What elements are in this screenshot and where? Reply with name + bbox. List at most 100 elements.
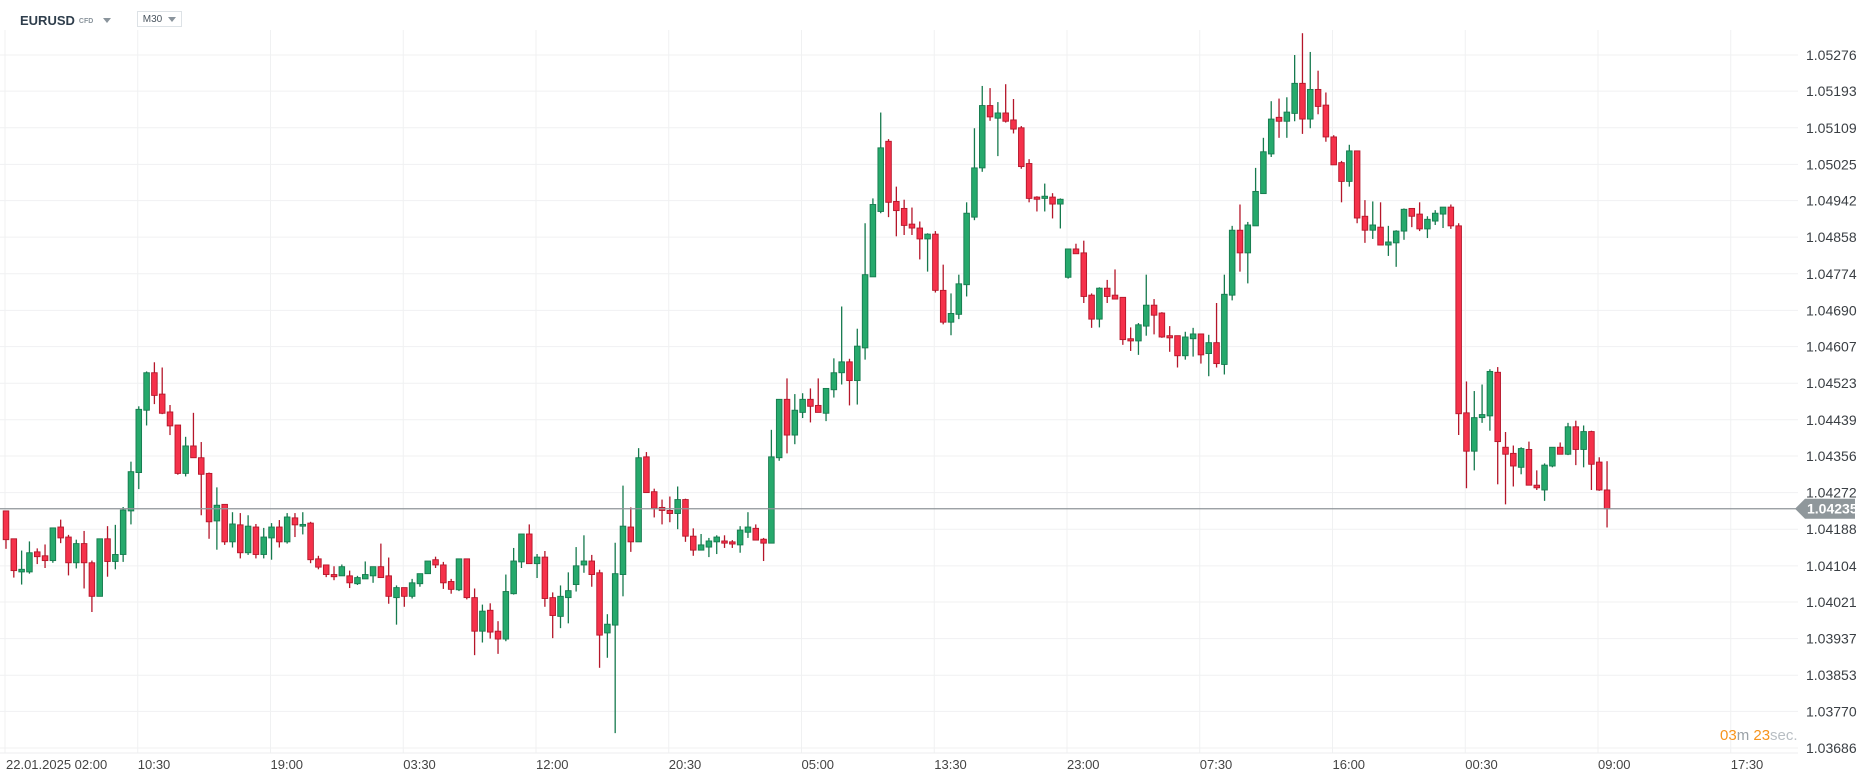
candle bbox=[854, 328, 861, 405]
candle bbox=[729, 540, 736, 548]
candle bbox=[471, 588, 478, 656]
candle bbox=[479, 604, 486, 643]
candle bbox=[932, 231, 939, 293]
candle-body bbox=[369, 566, 377, 577]
price-tick-label: 1.04021 bbox=[1806, 594, 1857, 610]
candle-body bbox=[440, 564, 447, 584]
candle-body bbox=[1103, 287, 1111, 297]
candle bbox=[80, 530, 88, 589]
candle bbox=[1189, 327, 1197, 357]
candle-body bbox=[166, 411, 174, 427]
candle bbox=[1353, 150, 1361, 224]
chevron-down-icon[interactable] bbox=[103, 17, 112, 23]
candle bbox=[893, 186, 900, 237]
candle bbox=[190, 412, 197, 459]
candle bbox=[510, 547, 517, 595]
candle-body bbox=[213, 504, 221, 522]
candle-body bbox=[1205, 342, 1212, 355]
candle-body bbox=[1010, 119, 1017, 130]
candle bbox=[1510, 445, 1517, 487]
price-tick-label: 1.04858 bbox=[1806, 229, 1857, 245]
candle-body bbox=[768, 456, 775, 544]
candle bbox=[1072, 243, 1080, 255]
candle-body bbox=[1517, 448, 1525, 468]
candle-body bbox=[1471, 417, 1478, 452]
candle bbox=[1143, 274, 1150, 336]
time-tick-label: 16:00 bbox=[1333, 757, 1366, 772]
price-tick-label: 1.03686 bbox=[1806, 740, 1857, 756]
candle-body bbox=[1463, 412, 1470, 452]
candle bbox=[611, 542, 619, 734]
candle bbox=[744, 512, 752, 538]
candle bbox=[354, 575, 361, 585]
candle-body bbox=[932, 233, 939, 291]
candle bbox=[432, 556, 439, 568]
candle bbox=[565, 572, 572, 624]
time-tick-label: 10:30 bbox=[138, 757, 171, 772]
candle-body bbox=[822, 387, 830, 414]
candle bbox=[1010, 99, 1017, 134]
candle bbox=[1158, 312, 1166, 338]
candle-body bbox=[580, 560, 588, 566]
candle bbox=[947, 293, 955, 336]
price-tick-label: 1.05276 bbox=[1806, 47, 1857, 63]
candle bbox=[955, 274, 963, 320]
candle-body bbox=[1361, 215, 1369, 231]
symbol-selector[interactable]: EURUSD CFD bbox=[20, 10, 112, 30]
candle-countdown: 03m 23sec. bbox=[1720, 727, 1798, 744]
candle-body bbox=[690, 535, 697, 551]
candle-body bbox=[96, 538, 103, 597]
candle bbox=[1525, 441, 1533, 486]
time-tick-label: 05:00 bbox=[802, 757, 835, 772]
candle-body bbox=[869, 204, 877, 278]
candle-body bbox=[260, 536, 267, 555]
candle bbox=[900, 199, 908, 236]
candle-body bbox=[1322, 104, 1330, 138]
candle-body bbox=[354, 577, 361, 585]
candle bbox=[119, 506, 127, 562]
candle-body bbox=[565, 590, 572, 599]
candle-body bbox=[1525, 448, 1533, 486]
candle bbox=[1408, 207, 1416, 228]
candle-body bbox=[697, 544, 705, 551]
candle-body bbox=[1150, 304, 1158, 316]
candle-body bbox=[197, 457, 205, 475]
candle bbox=[682, 498, 689, 542]
candle-body bbox=[1119, 296, 1127, 341]
timeframe-dropdown[interactable]: M30 bbox=[137, 11, 182, 27]
candle-body bbox=[713, 536, 720, 543]
candle-body bbox=[377, 566, 385, 579]
candle bbox=[299, 512, 307, 535]
candle-body bbox=[1299, 82, 1306, 120]
candle-body bbox=[682, 499, 689, 537]
candle-body bbox=[1408, 207, 1416, 217]
candle-body bbox=[557, 595, 564, 617]
candle-body bbox=[1455, 225, 1462, 415]
candle bbox=[588, 554, 596, 587]
candle bbox=[41, 544, 49, 568]
candle-body bbox=[830, 372, 838, 391]
candle-body bbox=[1260, 151, 1267, 195]
price-axis: 1.05276 1.05193 1.05109 1.05025 1.04942 1.048… bbox=[1806, 47, 1857, 756]
candle bbox=[1103, 279, 1111, 303]
candle bbox=[1369, 201, 1376, 239]
time-tick-label: 03:30 bbox=[403, 757, 436, 772]
candle-body bbox=[533, 556, 541, 565]
candle-body bbox=[1447, 206, 1455, 227]
candle bbox=[971, 128, 978, 221]
candle bbox=[1346, 144, 1353, 187]
candle-body bbox=[291, 517, 299, 526]
candle bbox=[1564, 422, 1572, 456]
candle bbox=[276, 520, 283, 548]
candle-body bbox=[1182, 336, 1189, 357]
candle bbox=[283, 513, 291, 544]
candle bbox=[1416, 202, 1423, 232]
candle-body bbox=[362, 574, 369, 580]
candle bbox=[151, 362, 158, 405]
candle bbox=[580, 535, 588, 573]
candle bbox=[697, 533, 705, 551]
candle bbox=[1283, 97, 1291, 138]
candle-body bbox=[1307, 88, 1314, 120]
candle bbox=[986, 88, 994, 121]
